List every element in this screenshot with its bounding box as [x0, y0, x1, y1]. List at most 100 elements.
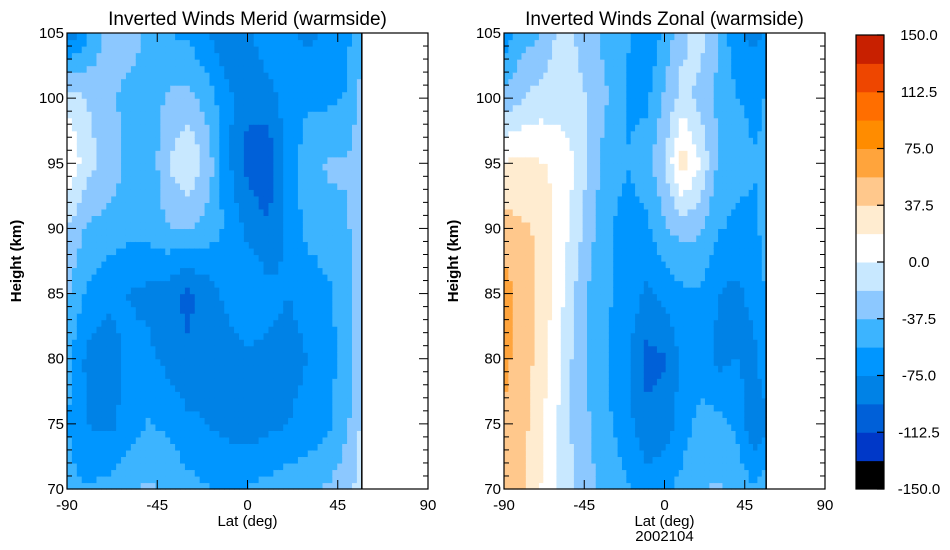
contour-cell — [293, 247, 299, 256]
contour-cell — [101, 130, 107, 138]
contour-cell — [140, 163, 147, 171]
contour-cell — [76, 195, 83, 203]
contour-cell — [538, 182, 544, 190]
contour-cell — [189, 319, 196, 327]
contour-cell — [209, 404, 215, 412]
contour-cell — [504, 443, 509, 451]
contour-cell — [525, 358, 531, 366]
contour-cell — [194, 156, 201, 164]
contour-cell — [204, 293, 211, 301]
contour-cell — [145, 462, 152, 471]
contour-cell — [317, 85, 324, 93]
contour-cell — [322, 130, 329, 138]
contour-cell — [337, 176, 343, 184]
contour-cell — [111, 111, 117, 119]
contour-cell — [214, 391, 220, 399]
contour-cell — [140, 430, 147, 438]
contour-cell — [189, 378, 196, 386]
contour-cell — [214, 228, 220, 236]
contour-cell — [258, 293, 265, 301]
contour-cell — [155, 254, 161, 262]
contour-cell — [170, 345, 176, 353]
contour-cell — [508, 117, 514, 125]
contour-cell — [512, 234, 518, 243]
contour-cell — [209, 163, 215, 171]
contour-cell — [224, 436, 230, 444]
contour-cell — [189, 91, 196, 99]
contour-cell — [204, 443, 211, 451]
contour-cell — [243, 143, 250, 151]
contour-cell — [199, 449, 206, 458]
contour-cell — [189, 293, 196, 301]
contour-cell — [508, 195, 514, 203]
contour-cell — [165, 371, 171, 379]
contour-cell — [76, 117, 83, 125]
contour-cell — [184, 430, 191, 438]
contour-cell — [189, 228, 196, 236]
contour-cell — [145, 98, 152, 106]
contour-cell — [517, 241, 523, 249]
contour-cell — [111, 430, 117, 438]
contour-cell — [278, 247, 284, 256]
contour-cell — [288, 111, 294, 119]
contour-cell — [293, 423, 299, 431]
contour-cell — [67, 267, 73, 275]
contour-cell — [81, 98, 88, 106]
contour-cell — [194, 111, 201, 119]
contour-cell — [273, 267, 279, 275]
contour-cell — [302, 228, 309, 236]
contour-cell — [243, 469, 250, 477]
contour-cell — [356, 78, 363, 86]
contour-cell — [258, 182, 265, 190]
contour-cell — [347, 208, 353, 216]
contour-cell — [258, 221, 265, 230]
contour-cell — [229, 430, 235, 438]
contour-cell — [116, 33, 122, 41]
contour-cell — [180, 124, 186, 132]
contour-cell — [101, 208, 107, 216]
contour-cell — [517, 78, 523, 86]
contour-cell — [293, 176, 299, 184]
contour-cell — [209, 456, 215, 464]
contour-cell — [312, 85, 319, 93]
contour-cell — [81, 358, 88, 366]
contour-cell — [248, 85, 255, 93]
contour-cell — [278, 195, 284, 203]
contour-cell — [297, 104, 304, 112]
contour-cell — [135, 430, 142, 438]
contour-cell — [258, 280, 265, 288]
contour-cell — [312, 143, 319, 151]
contour-cell — [116, 72, 122, 80]
contour-cell — [194, 182, 201, 190]
contour-cell — [67, 384, 73, 392]
contour-cell — [150, 117, 157, 125]
contour-cell — [160, 46, 166, 54]
contour-cell — [337, 319, 343, 327]
contour-cell — [530, 469, 536, 477]
contour-cell — [121, 378, 127, 386]
contour-cell — [234, 33, 240, 41]
contour-cell — [86, 156, 93, 164]
contour-cell — [214, 475, 220, 484]
contour-cell — [302, 254, 309, 262]
contour-cell — [204, 52, 211, 60]
contour-cell — [145, 182, 152, 190]
contour-cell — [253, 365, 260, 373]
contour-cell — [86, 65, 93, 73]
contour-cell — [145, 313, 152, 321]
contour-cell — [312, 182, 319, 190]
contour-cell — [273, 91, 279, 99]
contour-cell — [101, 247, 107, 256]
contour-cell — [160, 469, 166, 477]
contour-cell — [253, 117, 260, 125]
contour-cell — [145, 254, 152, 262]
contour-cell — [67, 449, 73, 458]
contour-cell — [71, 449, 78, 458]
contour-cell — [351, 156, 358, 164]
contour-cell — [347, 378, 353, 386]
contour-cell — [170, 365, 176, 373]
contour-cell — [209, 313, 215, 321]
contour-cell — [145, 39, 152, 47]
contour-cell — [76, 319, 83, 327]
contour-cell — [209, 319, 215, 327]
